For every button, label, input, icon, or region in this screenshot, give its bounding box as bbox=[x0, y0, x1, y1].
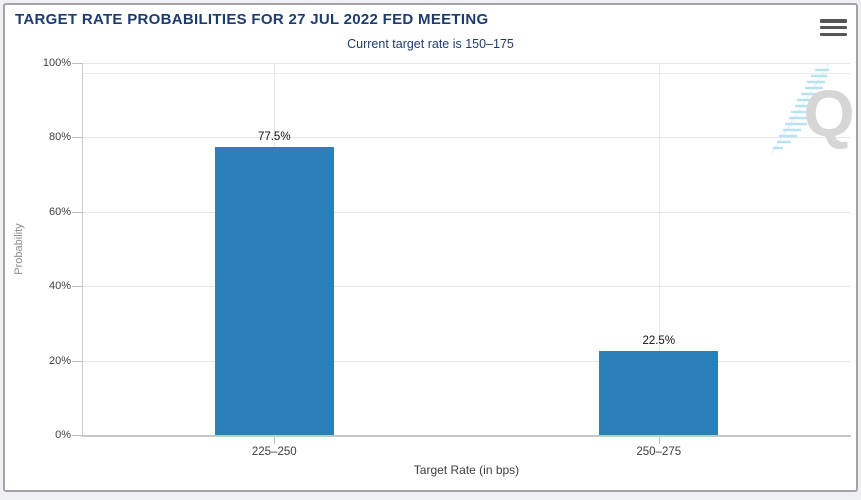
y-tick-mark bbox=[72, 435, 82, 436]
y-tick-mark bbox=[72, 286, 82, 288]
category-gridline bbox=[658, 63, 660, 435]
bar-value-label: 22.5% bbox=[642, 335, 676, 348]
x-tick-mark bbox=[658, 437, 660, 444]
x-axis-title: Target Rate (in bps) bbox=[413, 463, 520, 477]
y-gridline bbox=[82, 211, 851, 213]
y-gridline bbox=[82, 286, 851, 288]
y-tick-label: 60% bbox=[48, 205, 71, 218]
x-tick-label: 250–275 bbox=[636, 446, 682, 458]
chart-title: TARGET RATE PROBABILITIES FOR 27 JUL 202… bbox=[15, 11, 489, 28]
y-tick-label: 100% bbox=[42, 57, 71, 69]
x-tick-mark bbox=[274, 437, 276, 444]
chart-card: TARGET RATE PROBABILITIES FOR 27 JUL 202… bbox=[3, 3, 858, 492]
plot-top-secondary-line bbox=[82, 73, 851, 74]
hamburger-bar bbox=[820, 32, 847, 36]
y-tick-mark bbox=[72, 360, 82, 362]
y-gridline bbox=[82, 63, 851, 64]
y-axis-line bbox=[82, 63, 83, 435]
y-tick-label: 20% bbox=[48, 354, 71, 367]
x-tick-label: 225–250 bbox=[251, 446, 297, 458]
x-axis-line bbox=[82, 435, 851, 437]
y-tick-mark bbox=[72, 63, 82, 64]
probability-bar[interactable] bbox=[599, 351, 719, 435]
hamburger-bar bbox=[820, 25, 847, 30]
y-axis-title: Probability bbox=[13, 223, 25, 275]
hamburger-bar bbox=[820, 19, 847, 23]
probability-bar[interactable] bbox=[214, 146, 334, 435]
y-tick-mark bbox=[72, 137, 82, 139]
y-gridline bbox=[82, 137, 851, 139]
bar-value-label: 77.5% bbox=[257, 130, 291, 143]
y-tick-mark bbox=[72, 211, 82, 213]
y-tick-label: 80% bbox=[48, 131, 71, 144]
y-tick-label: 40% bbox=[48, 280, 71, 293]
hamburger-menu-icon[interactable] bbox=[820, 19, 847, 36]
y-gridline bbox=[82, 360, 851, 362]
chart-subtitle: Current target rate is 150–175 bbox=[347, 37, 514, 51]
plot-area: Probability 0% 20% 40% 60% 80% 100% 77.5% 225–2… bbox=[5, 5, 856, 490]
y-tick-label: 0% bbox=[55, 429, 71, 441]
